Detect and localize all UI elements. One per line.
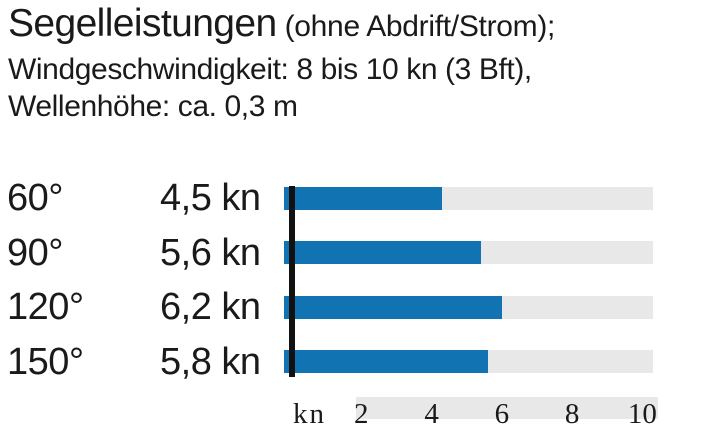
speed-value-label: 4,5 kn	[160, 177, 261, 219]
bar-track	[284, 241, 653, 265]
x-axis-tick-label: 2	[354, 398, 369, 430]
chart-row: 120° 6,2 kn	[0, 280, 660, 334]
x-axis-tick-label: 8	[564, 398, 580, 430]
angle-label: 60°	[7, 177, 63, 219]
bar	[284, 241, 481, 265]
x-axis-strip	[356, 397, 658, 419]
bar-track	[284, 186, 653, 210]
chart-row: 150° 5,8 kn	[0, 335, 660, 389]
page-title: Segelleistungen (ohne Abdrift/Strom);	[8, 4, 555, 43]
x-axis-tick-label: 4	[424, 398, 439, 430]
subtitle-wave: Wellenhöhe: ca. 0,3 m	[8, 90, 298, 123]
angle-label: 120°	[7, 286, 84, 329]
speed-value-label: 5,6 kn	[160, 231, 261, 274]
angle-label: 150°	[7, 340, 84, 383]
subtitle-wind: Windgeschwindigkeit: 8 bis 10 kn (3 Bft)…	[8, 53, 532, 86]
speed-value-label: 5,8 kn	[160, 340, 261, 383]
bar	[284, 295, 502, 319]
angle-label: 90°	[7, 231, 63, 274]
bar-track	[284, 350, 653, 374]
x-axis-tick-label: 10	[627, 398, 657, 430]
y-axis-line	[289, 186, 295, 377]
bar	[284, 186, 443, 210]
speed-value-label: 6,2 kn	[160, 286, 261, 329]
chart-row: 60° 4,5 kn	[0, 171, 660, 225]
chart-row: 90° 5,6 kn	[0, 226, 660, 280]
x-axis: kn 2 4 6 8 10	[0, 394, 712, 435]
x-axis-tick-label: 6	[494, 398, 510, 430]
bar-track	[284, 295, 653, 319]
x-axis-unit-label: kn	[293, 398, 326, 430]
bar	[284, 350, 488, 374]
title-main: Segelleistungen	[8, 2, 277, 45]
title-suffix: (ohne Abdrift/Strom);	[276, 10, 556, 43]
